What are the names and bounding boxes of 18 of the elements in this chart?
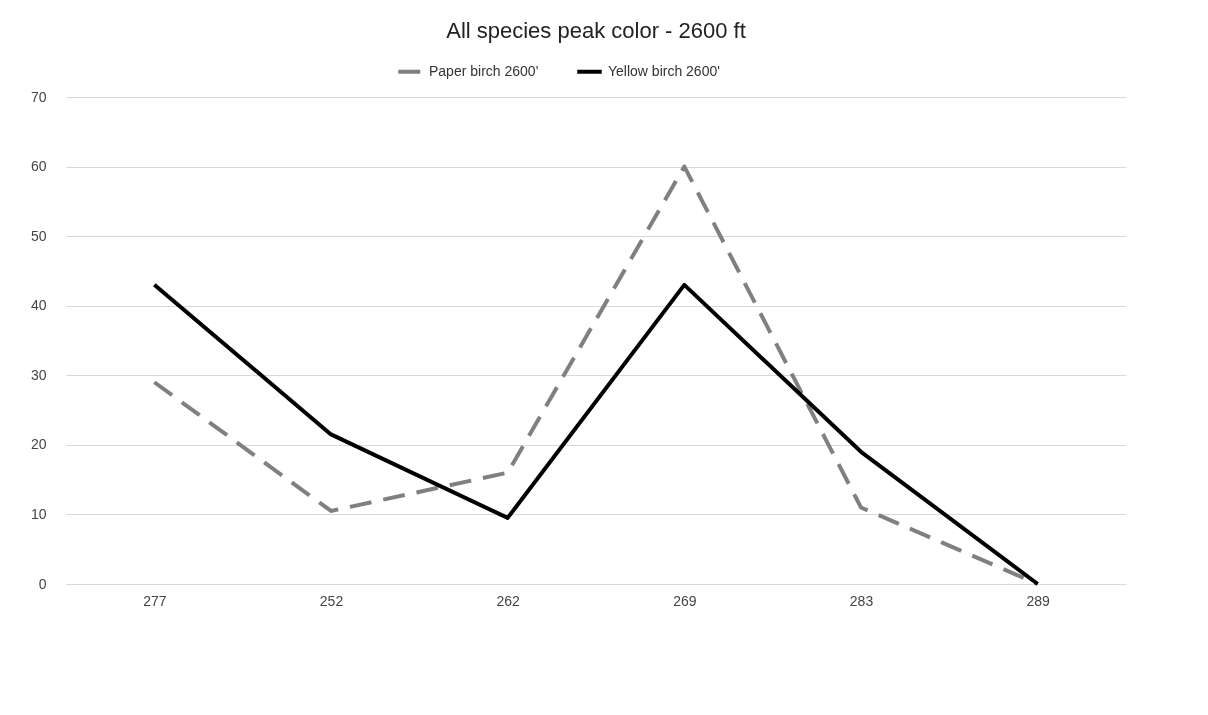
x-tick-label: 277: [143, 592, 167, 609]
y-tick-label: 50: [30, 227, 47, 244]
y-tick-label: 60: [30, 158, 47, 175]
x-tick-label: 283: [849, 592, 874, 609]
y-tick-label: 10: [30, 505, 47, 522]
x-tick-label: 262: [496, 592, 521, 609]
chart-title: All species peak color - 2600 ft: [446, 18, 746, 43]
y-tick-label: 20: [30, 436, 47, 453]
y-tick-label: 40: [30, 297, 47, 314]
line-series: [152, 282, 1040, 586]
y-tick-label: 0: [38, 575, 47, 592]
x-tick-label: 252: [319, 592, 344, 609]
y-tick-label: 30: [30, 366, 47, 383]
legend-label: Paper birch 2600': [429, 62, 539, 79]
x-tick-label: 289: [1026, 592, 1051, 609]
legend-label: Yellow birch 2600': [608, 62, 720, 79]
x-tick-label: 269: [673, 592, 697, 609]
y-tick-label: 70: [30, 88, 47, 105]
